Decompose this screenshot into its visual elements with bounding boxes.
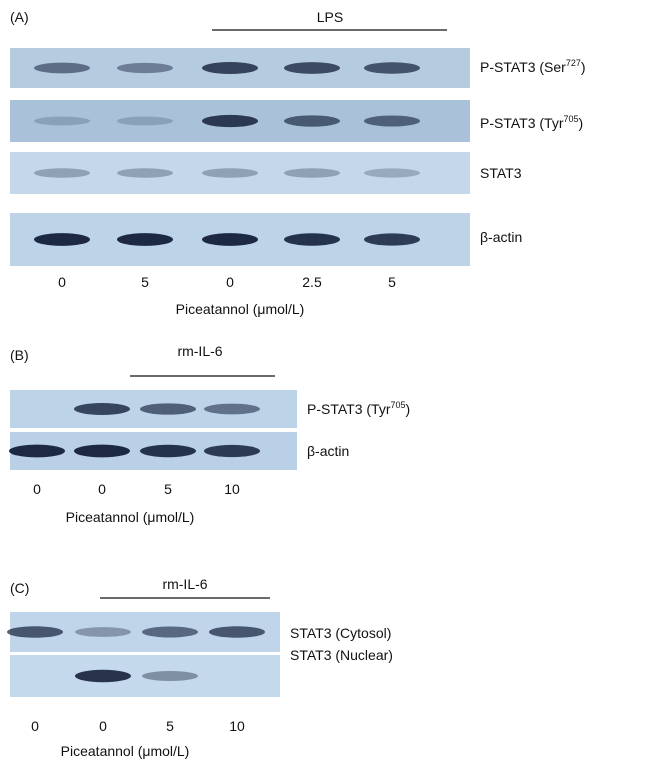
dose-label: 5 xyxy=(141,274,149,290)
band xyxy=(34,233,90,246)
band xyxy=(284,115,340,126)
blot-suffix: ) xyxy=(406,401,411,417)
band xyxy=(117,63,173,73)
band xyxy=(364,62,420,74)
band xyxy=(34,168,90,178)
blot-label: P-STAT3 (Ser727) xyxy=(480,58,586,75)
blot-label: β-actin xyxy=(480,229,522,245)
dose-label: 2.5 xyxy=(302,274,322,290)
band xyxy=(74,445,130,458)
figure: (A)LPSP-STAT3 (Ser727)P-STAT3 (Tyr705)ST… xyxy=(0,0,650,770)
band xyxy=(117,233,173,246)
band xyxy=(117,168,173,178)
treatment-label: rm-IL-6 xyxy=(177,343,222,359)
dose-label: 0 xyxy=(99,718,107,734)
axis-label: Piceatannol (μmol/L) xyxy=(61,743,190,759)
dose-label: 5 xyxy=(388,274,396,290)
band xyxy=(284,168,340,178)
blot-label: STAT3 (Cytosol) xyxy=(290,625,391,641)
blot-name: β-actin xyxy=(480,229,522,245)
band xyxy=(142,627,198,638)
blot-superscript: 705 xyxy=(390,400,405,410)
blot-label: STAT3 xyxy=(480,165,522,181)
treatment-label: LPS xyxy=(317,9,343,25)
band xyxy=(142,671,198,681)
dose-label: 0 xyxy=(33,481,41,497)
blot-name: P-STAT3 (Tyr xyxy=(480,115,564,131)
band xyxy=(284,62,340,74)
panel-label: (B) xyxy=(10,347,29,363)
band xyxy=(7,626,63,638)
dose-label: 0 xyxy=(58,274,66,290)
blot-name: STAT3 xyxy=(480,165,522,181)
dose-label: 0 xyxy=(226,274,234,290)
blot-suffix: ) xyxy=(581,59,586,75)
band xyxy=(284,233,340,246)
blot-name: β-actin xyxy=(307,443,349,459)
treatment-label: rm-IL-6 xyxy=(162,576,207,592)
band xyxy=(140,445,196,458)
band xyxy=(202,168,258,178)
blot-label: P-STAT3 (Tyr705) xyxy=(307,400,410,417)
dose-label: 5 xyxy=(166,718,174,734)
axis-label: Piceatannol (μmol/L) xyxy=(176,301,305,317)
dose-label: 10 xyxy=(224,481,240,497)
band xyxy=(34,117,90,126)
dose-label: 10 xyxy=(229,718,245,734)
band xyxy=(75,627,131,637)
blot-name: STAT3 (Nuclear) xyxy=(290,647,393,663)
band xyxy=(202,62,258,74)
band xyxy=(364,168,420,177)
band xyxy=(202,233,258,246)
dose-label: 0 xyxy=(98,481,106,497)
band xyxy=(364,116,420,127)
axis-label: Piceatannol (μmol/L) xyxy=(66,509,195,525)
blot-superscript: 727 xyxy=(566,58,581,68)
blot-name: STAT3 (Cytosol) xyxy=(290,625,391,641)
blot-label: β-actin xyxy=(307,443,349,459)
blot-superscript: 705 xyxy=(563,114,578,124)
band xyxy=(204,445,260,457)
dose-label: 5 xyxy=(164,481,172,497)
blot-label: STAT3 (Nuclear) xyxy=(290,647,393,663)
band xyxy=(74,403,130,415)
blot-name: P-STAT3 (Ser xyxy=(480,59,566,75)
band xyxy=(204,404,260,415)
dose-label: 0 xyxy=(31,718,39,734)
blot-suffix: ) xyxy=(579,115,584,131)
band xyxy=(209,626,265,638)
band xyxy=(202,115,258,127)
band xyxy=(140,403,196,414)
band xyxy=(364,233,420,245)
band xyxy=(9,445,65,458)
band xyxy=(117,117,173,126)
band xyxy=(34,63,90,74)
blot-label: P-STAT3 (Tyr705) xyxy=(480,114,583,131)
band xyxy=(75,670,131,683)
panel-label: (C) xyxy=(10,580,29,596)
panel-label: (A) xyxy=(10,9,29,25)
blot-name: P-STAT3 (Tyr xyxy=(307,401,391,417)
